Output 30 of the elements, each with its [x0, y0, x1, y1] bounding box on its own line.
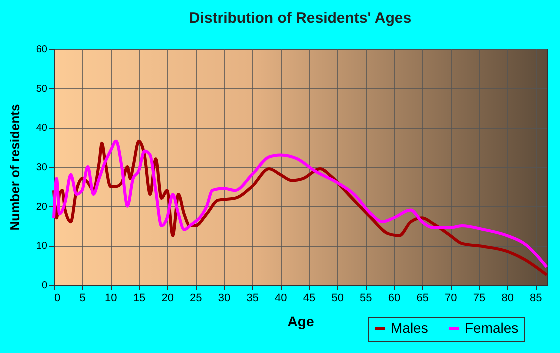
- x-tick-label: 75: [473, 292, 486, 304]
- y-tick-label: 10: [36, 241, 48, 252]
- x-tick-label: 60: [388, 292, 401, 304]
- x-tick-label: 50: [332, 292, 344, 304]
- y-tick-label: 20: [36, 202, 48, 213]
- x-tick-label: 35: [246, 292, 259, 304]
- x-tick-label: 65: [416, 292, 429, 304]
- x-tick-label: 40: [275, 292, 288, 304]
- chart-title: Distribution of Residents' Ages: [189, 10, 412, 27]
- x-tick-label: 20: [162, 292, 174, 304]
- y-tick-label: 30: [36, 162, 48, 174]
- y-tick-label: 60: [36, 44, 48, 56]
- y-tick-label: 50: [36, 84, 48, 95]
- x-tick-label: 5: [80, 292, 86, 304]
- legend-label: Females: [465, 320, 519, 336]
- x-axis-title: Age: [288, 314, 314, 330]
- x-tick-label: 25: [190, 292, 202, 304]
- x-tick-label: 15: [133, 292, 146, 304]
- x-tick-label: 85: [530, 292, 542, 304]
- x-tick-label: 45: [303, 292, 316, 304]
- x-tick-label: 30: [218, 292, 231, 304]
- x-tick-label: 0: [54, 292, 61, 304]
- x-tick-label: 10: [105, 292, 118, 304]
- x-tick-label: 55: [360, 292, 372, 304]
- y-tick-label: 40: [36, 123, 48, 134]
- legend-label: Males: [391, 320, 428, 336]
- x-tick-label: 70: [445, 292, 458, 304]
- x-tick-label: 80: [502, 292, 514, 304]
- y-tick-label: 0: [42, 280, 48, 292]
- y-axis-title: Number of residents: [7, 104, 22, 231]
